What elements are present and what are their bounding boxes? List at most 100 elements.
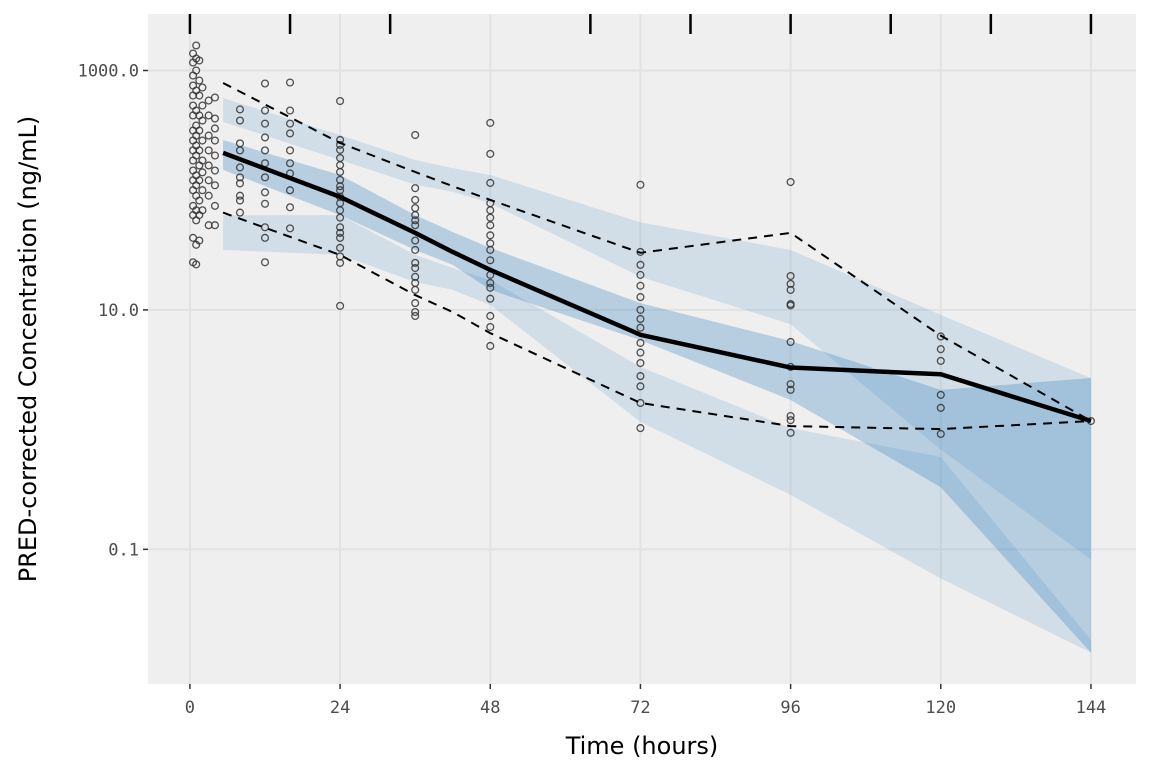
observation-point xyxy=(636,358,645,368)
observation-point xyxy=(636,338,645,347)
observation-point xyxy=(486,283,495,292)
observation-point xyxy=(195,196,204,205)
observation-point xyxy=(192,260,201,269)
observation-point xyxy=(411,258,420,267)
observation-point xyxy=(204,96,213,105)
observation-point xyxy=(235,191,245,200)
observation-point xyxy=(204,176,213,185)
observation-point xyxy=(195,56,204,65)
observation-point xyxy=(411,272,420,281)
observation-point xyxy=(285,146,295,155)
observation-point xyxy=(204,111,213,120)
observation-point xyxy=(285,203,295,212)
y-tick-label: 10.0 xyxy=(98,301,139,321)
observation-point xyxy=(786,380,795,389)
observation-point xyxy=(786,411,795,421)
x-tick-label: 24 xyxy=(330,698,350,718)
observation-point xyxy=(786,337,795,347)
y-axis-title: PRED-corrected Concentration (ng/mL) xyxy=(14,116,42,583)
observation-point xyxy=(786,285,795,294)
observation-point xyxy=(786,416,795,425)
observation-point xyxy=(235,163,245,172)
observation-point xyxy=(198,156,207,165)
observation-point xyxy=(336,213,345,222)
observed-upper-percentile-line xyxy=(222,82,1092,422)
observation-point xyxy=(411,216,420,225)
observation-point xyxy=(204,146,213,155)
observation-point xyxy=(336,182,345,191)
observation-point xyxy=(486,294,495,303)
observation-point xyxy=(336,258,345,267)
observation-point xyxy=(636,424,645,433)
observation-point xyxy=(636,348,645,357)
observation-point xyxy=(786,271,795,281)
x-axis: 0 24 48 72 96 120 144 xyxy=(185,684,1106,718)
observation-point xyxy=(411,195,420,204)
observation-point xyxy=(235,146,245,155)
observation-point xyxy=(198,136,207,145)
observation-point xyxy=(210,201,220,210)
observation-point xyxy=(260,146,270,155)
y-tick-label: 0.1 xyxy=(108,540,139,560)
observation-point xyxy=(636,398,645,408)
observation-point xyxy=(486,149,495,158)
observation-point xyxy=(786,178,795,187)
observation-point xyxy=(198,116,207,125)
observation-point xyxy=(235,105,245,114)
observation-point xyxy=(411,184,420,193)
observation-point xyxy=(260,233,270,242)
observation-point xyxy=(195,176,204,185)
observed-points xyxy=(189,41,1095,439)
observation-point xyxy=(336,243,345,252)
observation-point xyxy=(285,186,295,195)
x-tick-label: 72 xyxy=(630,698,650,718)
observation-point xyxy=(285,224,295,233)
observation-point xyxy=(411,307,420,317)
observation-point xyxy=(486,256,495,265)
observation-point xyxy=(636,314,645,324)
observation-point xyxy=(235,208,245,217)
observed-lower-percentile-line xyxy=(222,211,1092,431)
prediction-interval-ribbons xyxy=(223,98,1091,653)
observation-point xyxy=(198,186,207,195)
observation-point xyxy=(210,166,220,175)
observation-point xyxy=(198,101,207,110)
observation-point xyxy=(486,231,495,240)
observation-point xyxy=(192,41,201,50)
observation-point xyxy=(486,311,495,321)
observation-point xyxy=(260,119,270,128)
observation-point xyxy=(195,236,204,245)
observation-point xyxy=(210,93,220,102)
observation-point xyxy=(411,285,420,294)
observation-point xyxy=(636,270,645,279)
observation-point xyxy=(636,372,645,381)
observation-point xyxy=(486,118,495,127)
observation-point xyxy=(195,126,204,135)
x-tick-label: 0 xyxy=(185,698,195,718)
observation-point xyxy=(636,281,645,290)
observation-point xyxy=(198,206,207,215)
observation-point xyxy=(260,106,270,115)
y-axis: 0.1 10.0 1000.0 xyxy=(78,62,148,560)
observation-point xyxy=(636,382,645,391)
observation-point xyxy=(411,263,420,273)
observation-point xyxy=(486,178,495,187)
observation-point xyxy=(336,167,345,177)
observation-point xyxy=(786,385,795,394)
x-tick-label: 48 xyxy=(480,698,500,718)
observation-point xyxy=(636,180,645,189)
observation-point xyxy=(235,116,245,125)
observation-point xyxy=(936,403,945,412)
observation-point xyxy=(411,236,420,245)
observation-point xyxy=(192,66,201,75)
observation-point xyxy=(285,78,295,87)
upper-percentile-ribbon xyxy=(223,98,1091,560)
observation-point xyxy=(204,191,213,200)
observation-point xyxy=(210,181,220,190)
observation-point xyxy=(195,76,204,85)
observation-point xyxy=(285,119,295,128)
observation-point xyxy=(235,179,245,188)
observation-point xyxy=(235,173,245,182)
observation-point xyxy=(786,301,795,310)
